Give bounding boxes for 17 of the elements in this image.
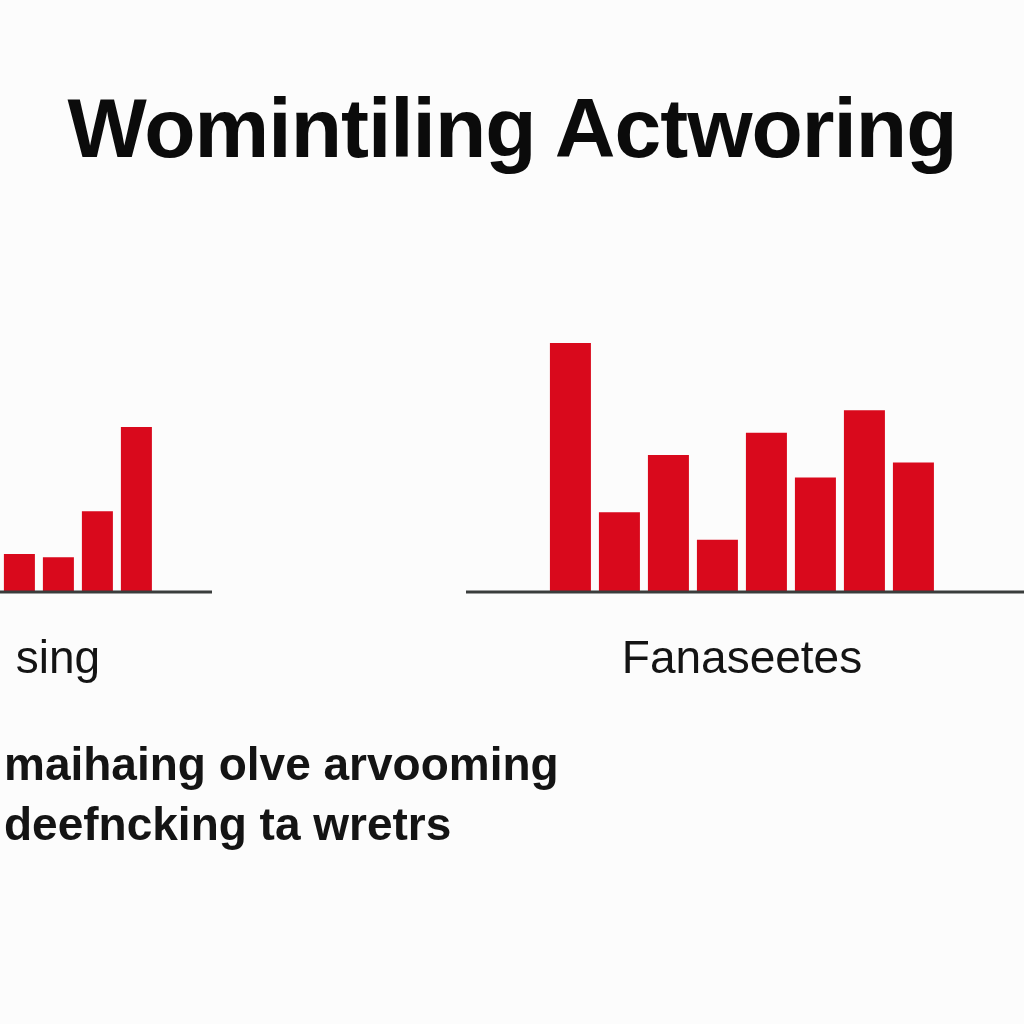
bar (81, 511, 113, 592)
bar (42, 557, 74, 592)
text: Womintiling Actworing (66, 80, 958, 177)
bar (549, 343, 591, 592)
bar (892, 462, 934, 592)
bar (794, 477, 836, 592)
bar (598, 512, 640, 592)
x-axis-title: Fanaseetes (620, 630, 864, 684)
bar (647, 455, 689, 592)
bar (696, 539, 738, 592)
text: maihaing olve arvooming (4, 737, 559, 792)
text: deefncking ta wretrs (4, 797, 452, 852)
bar (3, 554, 35, 592)
x-axis-title: sing (14, 630, 102, 684)
bar (843, 410, 885, 592)
bar (745, 432, 787, 592)
bar (120, 427, 152, 592)
